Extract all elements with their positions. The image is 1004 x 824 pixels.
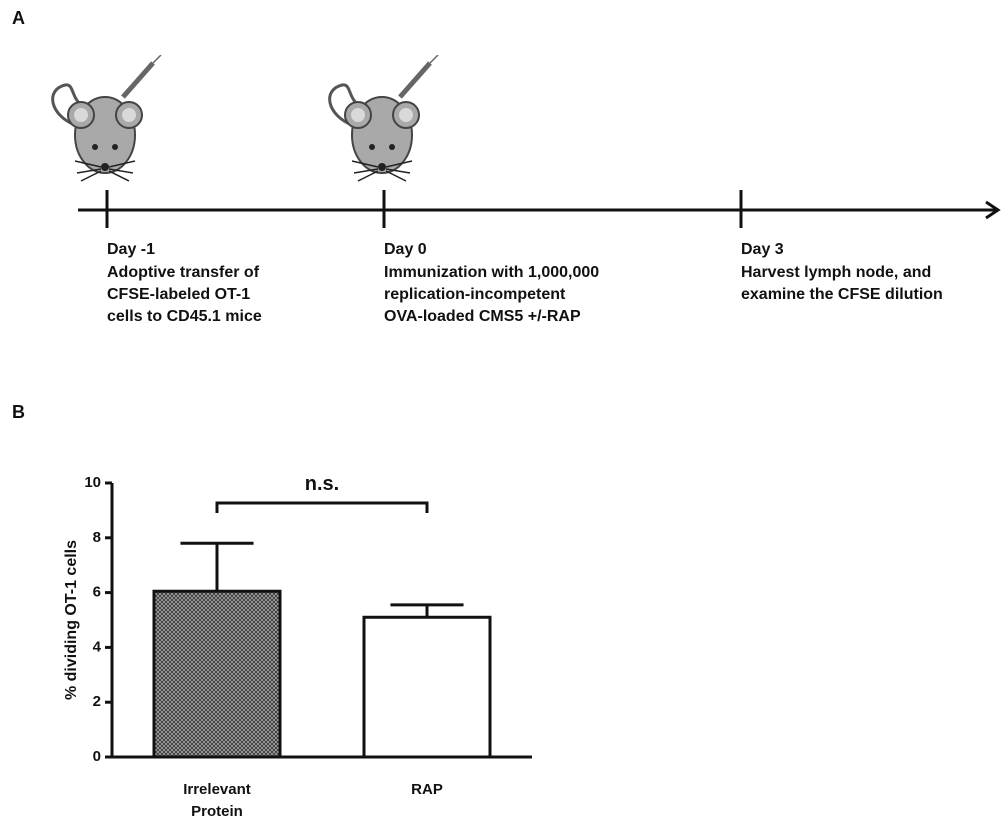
event-text: OVA-loaded CMS5 +/-RAP — [384, 308, 581, 325]
y-tick-label: 8 — [93, 529, 101, 546]
significance-label: n.s. — [305, 473, 339, 495]
significance-bracket — [217, 503, 427, 513]
bar — [364, 617, 490, 757]
panel-label: A — [12, 8, 25, 28]
panel-label: B — [12, 402, 25, 422]
event-text: replication-incompetent — [384, 286, 566, 303]
event-day: Day -1 — [107, 241, 155, 258]
y-tick-label: 6 — [93, 584, 101, 601]
x-tick-label: RAP — [411, 781, 443, 798]
y-axis-label: % dividing OT-1 cells — [63, 540, 80, 700]
event-text: Adoptive transfer of — [107, 264, 260, 281]
event-text: cells to CD45.1 mice — [107, 308, 262, 325]
event-text: examine the CFSE dilution — [741, 286, 943, 303]
event-day: Day 0 — [384, 241, 427, 258]
bar — [154, 591, 280, 757]
y-tick-label: 10 — [84, 474, 101, 491]
y-tick-label: 4 — [93, 638, 102, 655]
event-text: Immunization with 1,000,000 — [384, 264, 599, 281]
bar-chart: % dividing OT-1 cells 0 2 4 6 8 10 Irrelevant Pr… — [63, 473, 532, 820]
x-tick-label: Protein — [191, 803, 243, 820]
y-tick-label: 2 — [93, 693, 101, 710]
x-tick-label: Irrelevant — [183, 781, 251, 798]
mouse-icon — [330, 55, 438, 181]
event-text: Harvest lymph node, and — [741, 264, 931, 281]
figure: A B Day -1 Adoptive transfer of CFSE-label… — [0, 0, 1004, 824]
event-day: Day 3 — [741, 241, 784, 258]
event-text: CFSE-labeled OT-1 — [107, 286, 250, 303]
mouse-icon — [53, 55, 161, 181]
y-tick-label: 0 — [93, 748, 101, 765]
